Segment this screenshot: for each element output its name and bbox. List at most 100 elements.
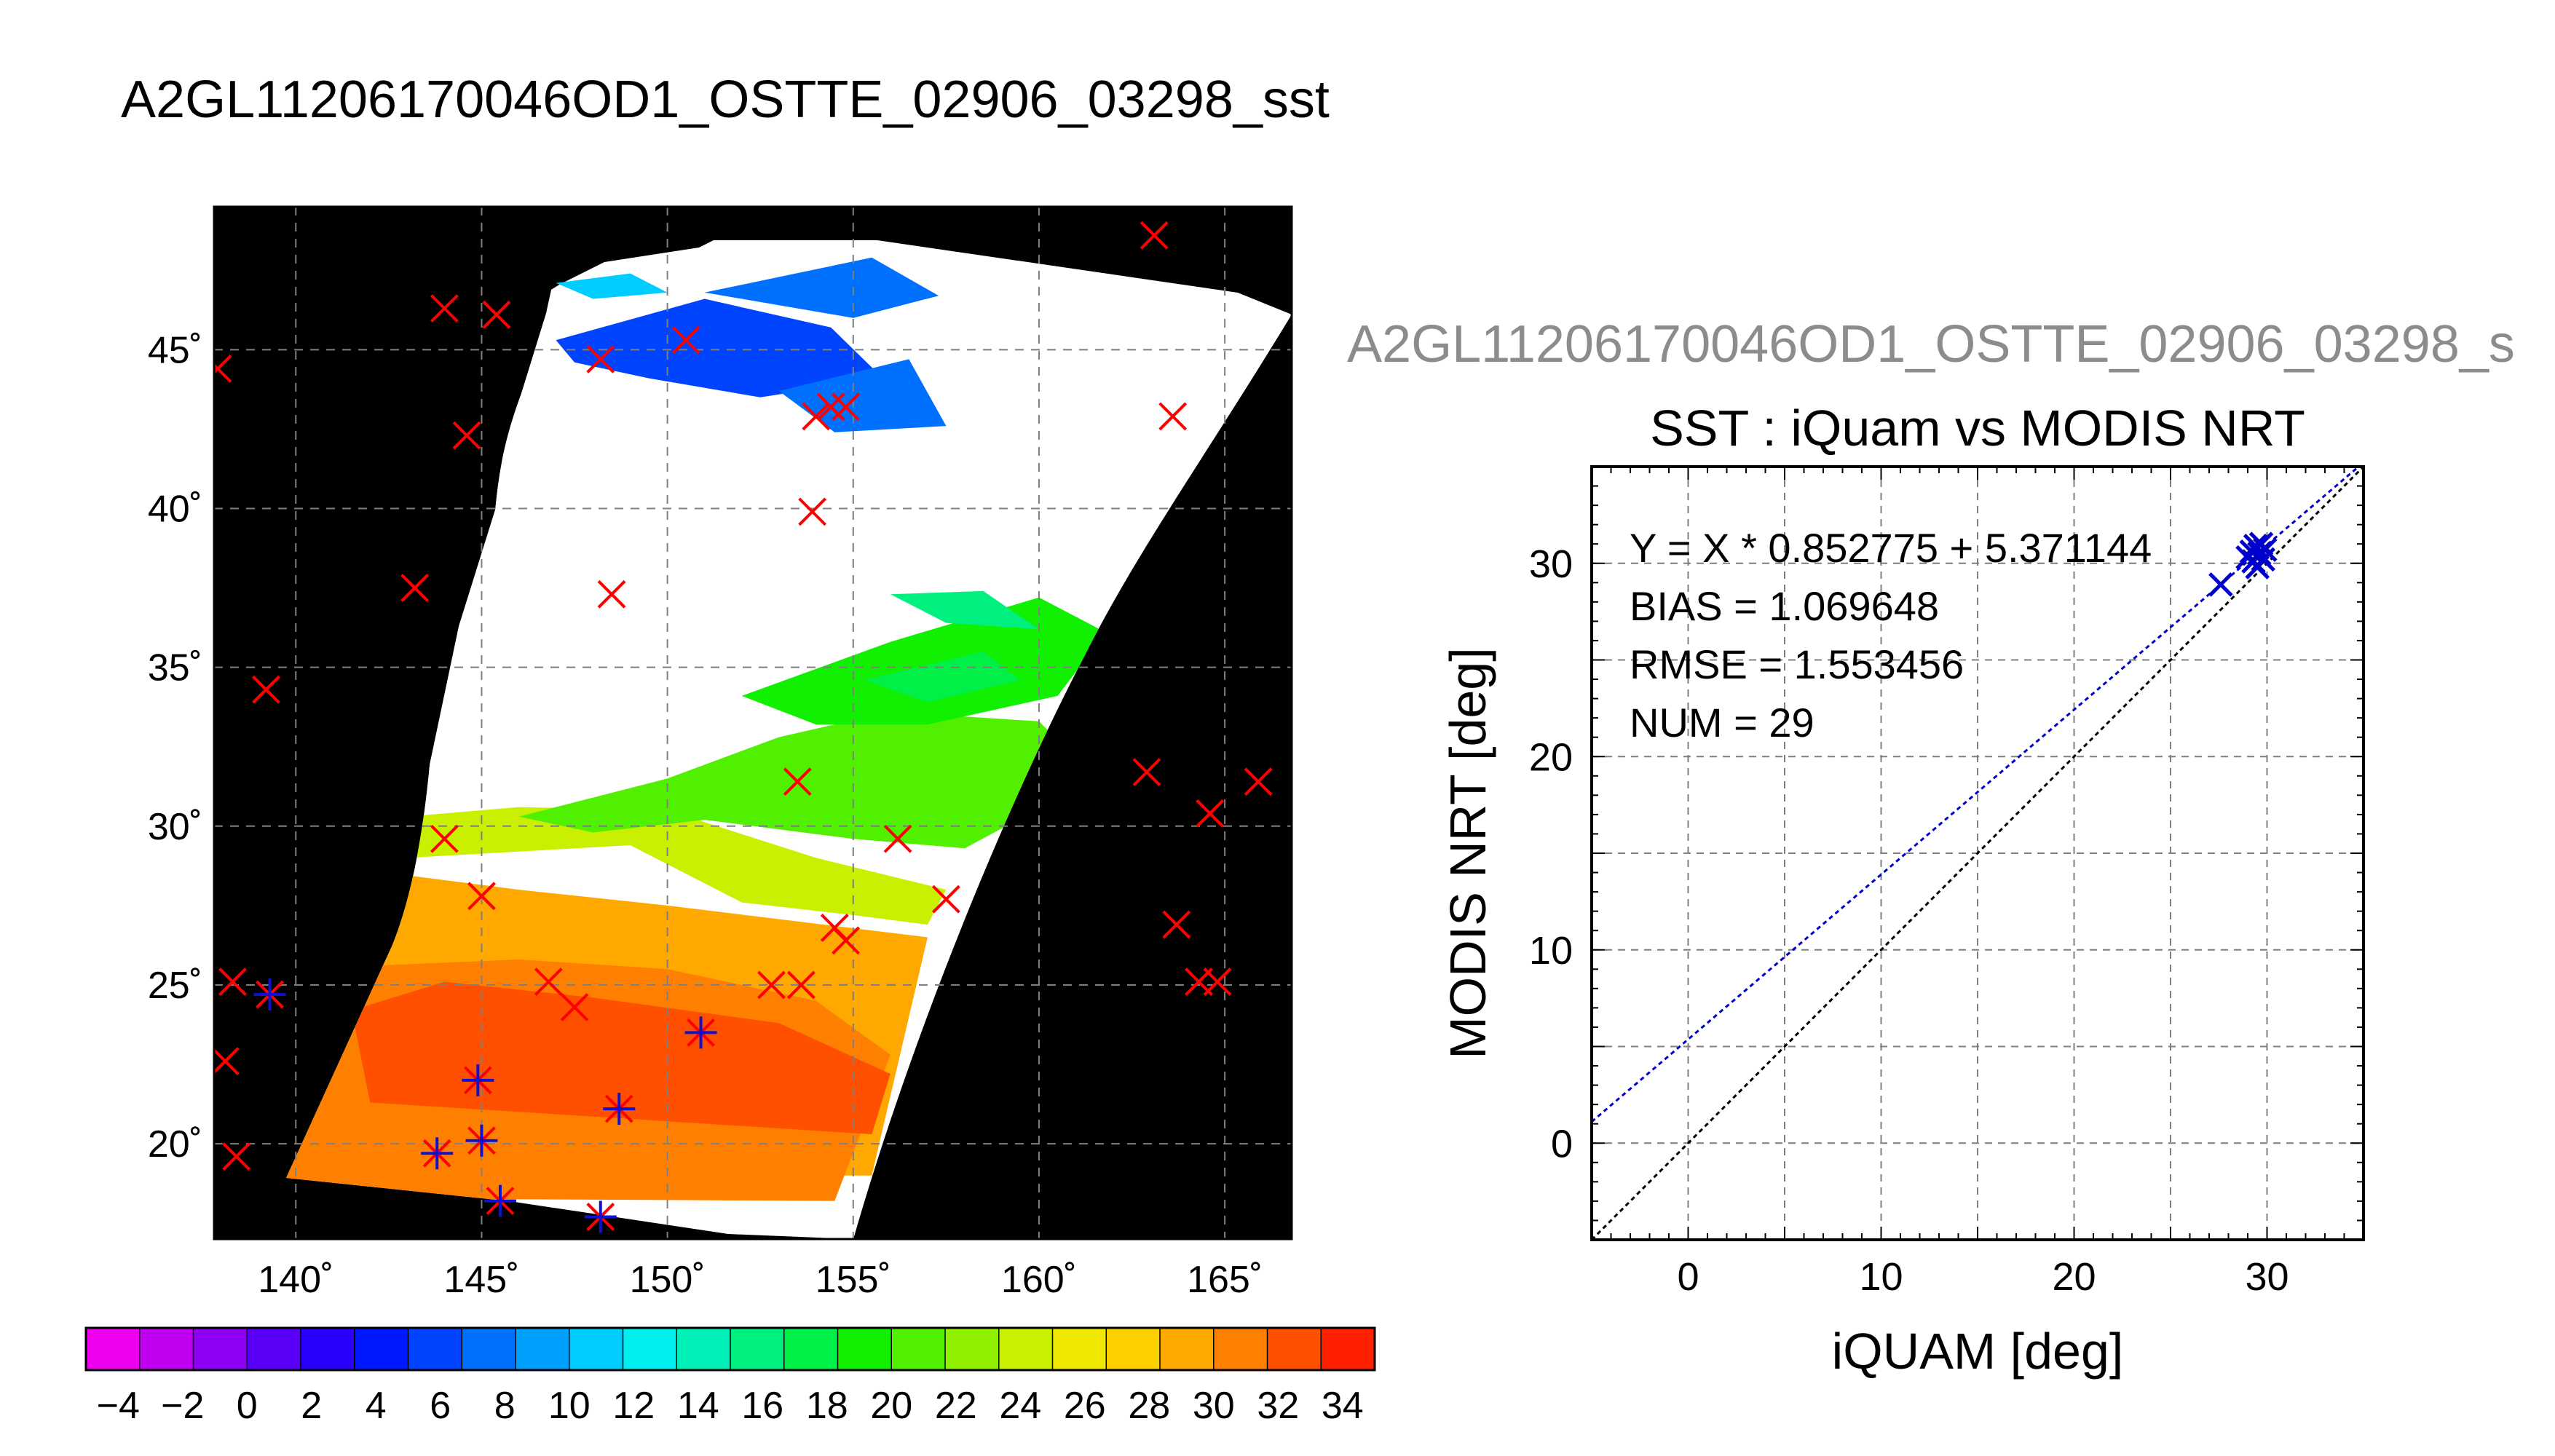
- colorbar-segment: [891, 1328, 946, 1370]
- red-x-marker: [1203, 968, 1232, 997]
- red-x-marker: [218, 968, 247, 997]
- colorbar-segment: [676, 1328, 731, 1370]
- colorbar-segment: [408, 1328, 462, 1370]
- sst-patch: [407, 807, 947, 925]
- red-x-marker: [816, 392, 845, 422]
- scatter-point: [2208, 572, 2233, 597]
- sst-patch: [556, 298, 883, 397]
- map-markers: [214, 221, 1273, 1233]
- colorbar-segment: [1321, 1328, 1375, 1370]
- colorbar-segment: [354, 1328, 408, 1370]
- red-x-marker: [832, 392, 861, 422]
- scatter-point: [2253, 537, 2278, 562]
- map-x-tick-label: 165˚: [1187, 1259, 1263, 1301]
- colorbar-tick-label: 22: [935, 1385, 977, 1427]
- colorbar-segment: [86, 1328, 141, 1370]
- colorbar-tick-label: 6: [430, 1385, 451, 1427]
- colorbar-tick-label: 14: [677, 1385, 719, 1427]
- colorbar-frame: [84, 1326, 1376, 1372]
- colorbar-segment: [1213, 1328, 1268, 1370]
- red-x-marker: [1196, 799, 1225, 828]
- red-x-marker: [931, 885, 960, 914]
- red-x-marker: [671, 325, 700, 355]
- colorbar-segment: [783, 1328, 838, 1370]
- scatter-x-axis-label: iQUAM [deg]: [1832, 1323, 2124, 1380]
- colorbar-tick-label: 26: [1064, 1385, 1106, 1427]
- colorbar-tick-label: 24: [999, 1385, 1041, 1427]
- scatter-title: SST : iQuam vs MODIS NRT: [1650, 400, 2305, 456]
- colorbar-tick-label: 12: [612, 1385, 655, 1427]
- scatter-points: [2208, 531, 2278, 597]
- red-x-marker: [482, 300, 511, 329]
- scatter-stat-line: NUM = 29: [1630, 700, 1814, 745]
- colorbar-segment: [1160, 1328, 1215, 1370]
- map-x-tick-label: 140˚: [258, 1259, 333, 1301]
- map-y-tick-label: 30˚: [148, 806, 202, 848]
- colorbar-segment: [139, 1328, 194, 1370]
- scatter-y-tick-label: 0: [1551, 1122, 1573, 1166]
- red-x-marker: [430, 294, 459, 323]
- scatter-lines: [1592, 467, 2364, 1240]
- red-x-marker: [757, 970, 786, 1000]
- colorbar-tick-label: 2: [301, 1385, 322, 1427]
- red-x-marker: [883, 824, 912, 853]
- colorbar-segment: [623, 1328, 677, 1370]
- map-y-tick-label: 20˚: [148, 1123, 202, 1166]
- colorbar-tick-label: 28: [1128, 1385, 1170, 1427]
- colorbar-tick-label: 4: [366, 1385, 387, 1427]
- scatter-x-tick-label: 10: [1859, 1255, 1903, 1299]
- sst-patch: [556, 273, 668, 299]
- red-x-marker: [222, 1142, 251, 1171]
- map-y-tick-label: 40˚: [148, 488, 202, 530]
- colorbar-tick-label: −4: [97, 1385, 140, 1427]
- red-x-marker: [1244, 767, 1273, 796]
- sst-patch: [704, 257, 939, 318]
- colorbar-segment: [301, 1328, 355, 1370]
- colorbar-tick-label: −2: [161, 1385, 204, 1427]
- colorbar-tick-label: 34: [1322, 1385, 1364, 1427]
- sst-patch: [351, 981, 891, 1134]
- colorbar-tick-label: 20: [870, 1385, 912, 1427]
- identity-line: [1592, 467, 2364, 1240]
- scatter-stat-line: Y = X * 0.852775 + 5.371144: [1630, 525, 2152, 571]
- map-x-tick-label: 160˚: [1001, 1259, 1077, 1301]
- colorbar-segment: [730, 1328, 785, 1370]
- scatter-x-tick-label: 30: [2245, 1255, 2289, 1299]
- sst-patch: [864, 651, 1021, 703]
- scatter-y-axis-label: MODIS NRT [deg]: [1440, 647, 1496, 1059]
- scatter-x-tick-label: 20: [2052, 1255, 2096, 1299]
- red-x-marker: [802, 402, 831, 431]
- red-x-marker: [798, 497, 827, 526]
- red-x-marker: [400, 574, 430, 602]
- red-x-marker: [467, 882, 496, 911]
- colorbar-tick-label: 8: [494, 1385, 516, 1427]
- red-x-marker: [597, 579, 626, 609]
- red-x-marker: [534, 968, 563, 997]
- colorbar-segment: [247, 1328, 301, 1370]
- red-x-marker: [214, 355, 232, 375]
- colorbar-segment: [516, 1328, 570, 1370]
- map-x-tick-label: 150˚: [630, 1259, 706, 1301]
- scatter-stat-line: RMSE = 1.553456: [1630, 641, 1964, 687]
- colorbar-tick-label: 16: [741, 1385, 783, 1427]
- red-x-marker: [783, 767, 812, 796]
- red-x-marker: [786, 970, 816, 1000]
- colorbar-tick-label: 32: [1257, 1385, 1299, 1427]
- colorbar-segment: [1267, 1328, 1322, 1370]
- map-y-tick-label: 45˚: [148, 329, 202, 371]
- scatter-x-tick-label: 0: [1677, 1255, 1699, 1299]
- red-x-marker: [586, 345, 615, 373]
- colorbar-segment: [945, 1328, 1000, 1370]
- colorbar-segment: [193, 1328, 248, 1370]
- red-x-marker: [252, 675, 280, 704]
- red-x-marker: [452, 421, 481, 450]
- red-x-marker: [214, 1047, 240, 1075]
- colorbar-segment: [462, 1328, 516, 1370]
- map-x-tick-label: 145˚: [443, 1259, 519, 1301]
- scatter-y-tick-label: 10: [1529, 929, 1573, 973]
- colorbar-tick-label: 0: [237, 1385, 258, 1427]
- map-frame: [213, 205, 1293, 1241]
- side-figure-title: A2GL11206170046OD1_OSTTE_02906_03298_s: [1347, 315, 2515, 373]
